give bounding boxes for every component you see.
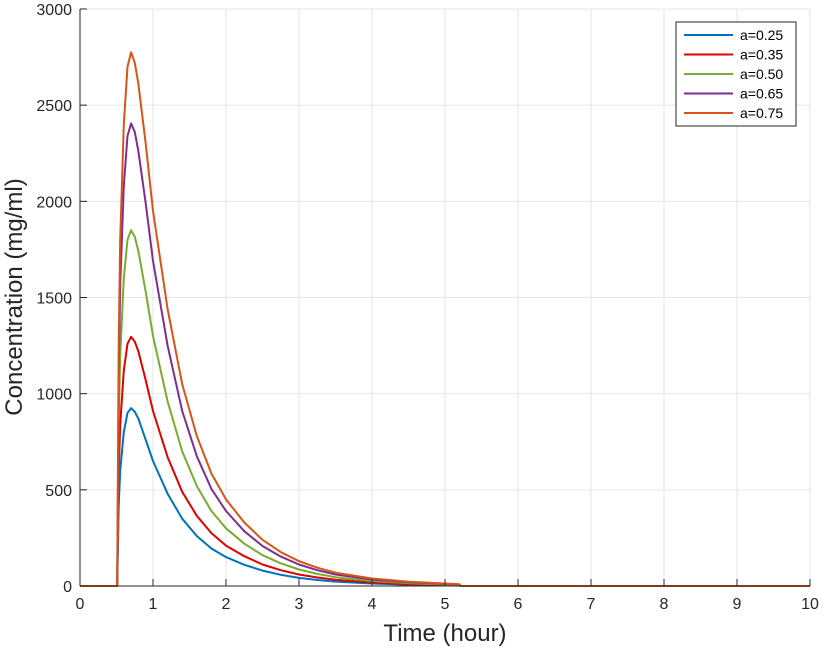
legend-label: a=0.75 [740,105,783,121]
x-tick-label: 7 [587,596,596,613]
y-tick-label: 3000 [36,2,72,19]
legend-label: a=0.35 [740,47,783,63]
y-tick-label: 1000 [36,387,72,404]
x-tick-label: 1 [149,596,158,613]
y-tick-label: 500 [45,483,72,500]
x-tick-label: 3 [295,596,304,613]
x-tick-label: 5 [441,596,450,613]
x-tick-label: 9 [733,596,742,613]
legend: a=0.25 a=0.35 a=0.50 a=0.65 a=0.75 [675,21,797,127]
y-tick-label: 1500 [36,291,72,308]
y-axis-label: Concentration (mg/ml) [1,178,28,415]
y-tick-label: 2500 [36,98,72,115]
x-tick-label: 2 [222,596,231,613]
series-line-a=0.75 [80,51,810,587]
x-tick-label: 10 [801,596,819,613]
x-tick-label: 0 [76,596,85,613]
y-tick-label: 2000 [36,194,72,211]
legend-label: a=0.25 [740,27,783,43]
x-tick-label: 6 [514,596,523,613]
legend-label: a=0.65 [740,86,783,102]
x-axis-label: Time (hour) [383,620,506,647]
tick-labels: 0 1 2 3 4 5 6 7 8 9 10 0 500 1000 1500 2000 2500 3000 [36,2,819,613]
x-tick-label: 4 [368,596,377,613]
x-tick-label: 8 [660,596,669,613]
y-tick-label: 0 [63,579,72,596]
axes [79,8,811,587]
legend-label: a=0.50 [740,66,783,82]
